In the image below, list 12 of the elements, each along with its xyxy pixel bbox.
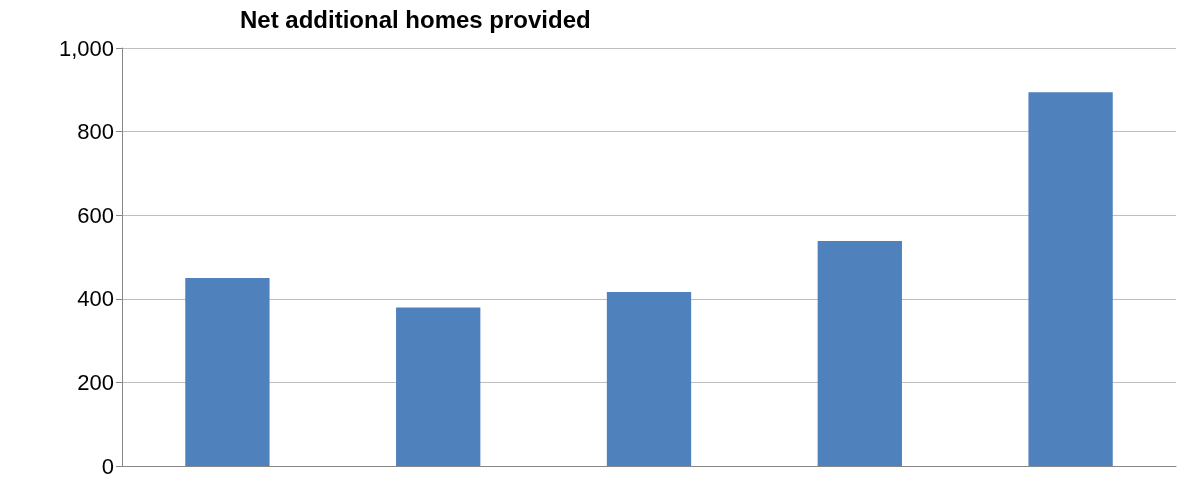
y-tick-label: 1,000	[58, 35, 114, 61]
y-tick-label: 800	[77, 119, 114, 145]
y-tick-label: 200	[77, 369, 114, 395]
y-tick-label: 400	[77, 286, 114, 312]
y-tick-label: 0	[101, 453, 114, 479]
bar	[1028, 92, 1113, 466]
chart-title: Net additional homes provided	[240, 5, 591, 33]
bar	[185, 277, 270, 466]
y-tick-label: 600	[77, 202, 114, 228]
bar	[396, 307, 481, 466]
bar	[606, 292, 692, 466]
bar	[817, 241, 902, 466]
